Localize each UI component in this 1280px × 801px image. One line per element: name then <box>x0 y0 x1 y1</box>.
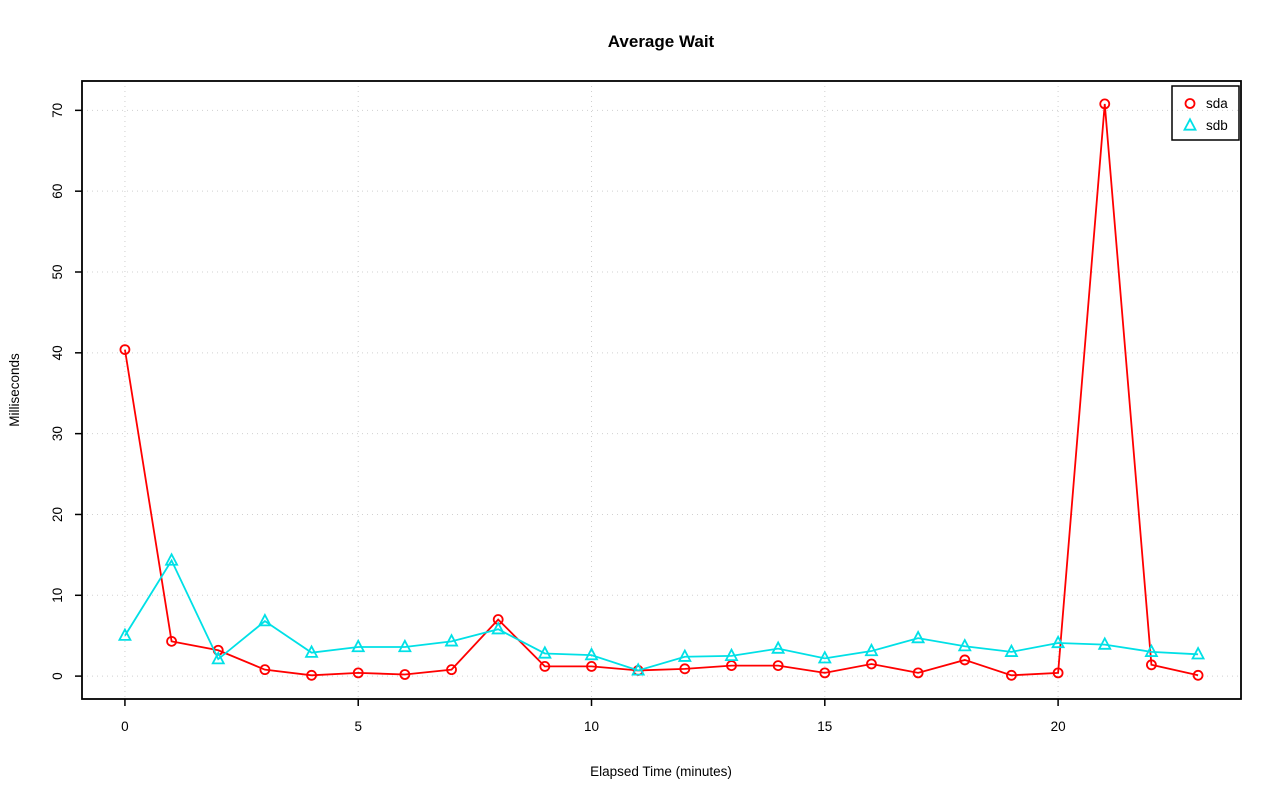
triangle-marker <box>911 629 926 644</box>
circle-marker <box>679 663 691 675</box>
x-tick-label: 10 <box>584 719 599 734</box>
triangle-marker <box>304 644 319 658</box>
triangle-marker <box>1144 643 1159 657</box>
circle-marker <box>586 661 597 672</box>
circle-marker <box>119 344 131 355</box>
triangle-marker <box>864 642 879 657</box>
chart-title: Average Wait <box>608 32 715 51</box>
y-tick-label: 50 <box>50 264 65 279</box>
series-line-sdb <box>124 558 1199 672</box>
x-tick-label: 15 <box>817 719 832 734</box>
triangle-marker <box>211 651 226 665</box>
x-tick-label: 0 <box>121 719 129 734</box>
triangle-marker <box>817 650 832 664</box>
y-axis-label: Milliseconds <box>7 353 22 427</box>
triangle-marker <box>631 662 646 676</box>
circle-marker <box>539 661 551 672</box>
triangle-marker <box>537 645 552 659</box>
series-line-sda <box>124 103 1199 677</box>
triangle-marker <box>257 613 272 627</box>
triangle-marker <box>1097 636 1112 650</box>
circle-marker <box>1192 669 1204 681</box>
circle-marker <box>959 654 971 666</box>
x-axis-label: Elapsed Time (minutes) <box>590 764 732 779</box>
data-series <box>117 98 1206 681</box>
circle-marker <box>1006 669 1017 681</box>
y-tick-label: 70 <box>50 103 65 118</box>
circle-marker <box>166 635 177 647</box>
grid-lines <box>82 81 1241 699</box>
triangle-marker <box>117 627 132 641</box>
circle-marker <box>446 664 457 676</box>
triangle-marker <box>397 638 412 653</box>
y-tick-label: 60 <box>50 184 65 199</box>
y-tick-label: 20 <box>50 507 65 522</box>
legend-label-sdb: sdb <box>1206 118 1228 133</box>
circle-marker <box>912 667 924 679</box>
triangle-marker <box>1004 643 1019 657</box>
triangle-marker <box>677 648 692 662</box>
legend-markers <box>1183 98 1197 131</box>
triangle-marker <box>351 638 366 653</box>
triangle-marker <box>1051 634 1066 649</box>
circle-marker <box>352 667 364 679</box>
y-tick-label: 30 <box>50 426 65 441</box>
y-tick-label: 40 <box>50 345 65 360</box>
x-tick-label: 5 <box>354 719 362 734</box>
circle-marker <box>1099 98 1111 110</box>
plot-border <box>81 80 1242 700</box>
y-tick-label: 10 <box>50 588 65 603</box>
circle-marker <box>866 658 877 670</box>
axes: 0 5 10 15 20 0 10 20 30 40 50 60 70 <box>50 103 1066 734</box>
triangle-marker <box>164 552 179 566</box>
x-tick-label: 20 <box>1051 719 1066 734</box>
circle-marker <box>772 660 784 672</box>
legend: sda sdb <box>1171 85 1240 141</box>
y-tick-label: 0 <box>50 672 65 680</box>
circle-marker <box>819 667 831 679</box>
series-sda <box>119 98 1204 681</box>
triangle-marker <box>444 633 459 647</box>
triangle-marker <box>1183 117 1197 131</box>
circle-marker <box>399 669 411 680</box>
triangle-marker <box>724 647 739 662</box>
circle-marker <box>259 664 271 676</box>
series-sdb <box>117 552 1206 676</box>
circle-marker <box>1146 659 1157 671</box>
circle-marker <box>726 660 737 672</box>
legend-box <box>1171 85 1240 141</box>
triangle-marker <box>584 646 599 661</box>
triangle-marker <box>957 638 972 652</box>
triangle-marker <box>1191 646 1206 660</box>
triangle-marker <box>491 621 506 635</box>
circle-marker <box>1052 667 1064 679</box>
circle-marker <box>306 669 317 681</box>
legend-label-sda: sda <box>1206 96 1228 111</box>
circle-marker <box>1184 98 1196 109</box>
triangle-marker <box>771 640 786 654</box>
